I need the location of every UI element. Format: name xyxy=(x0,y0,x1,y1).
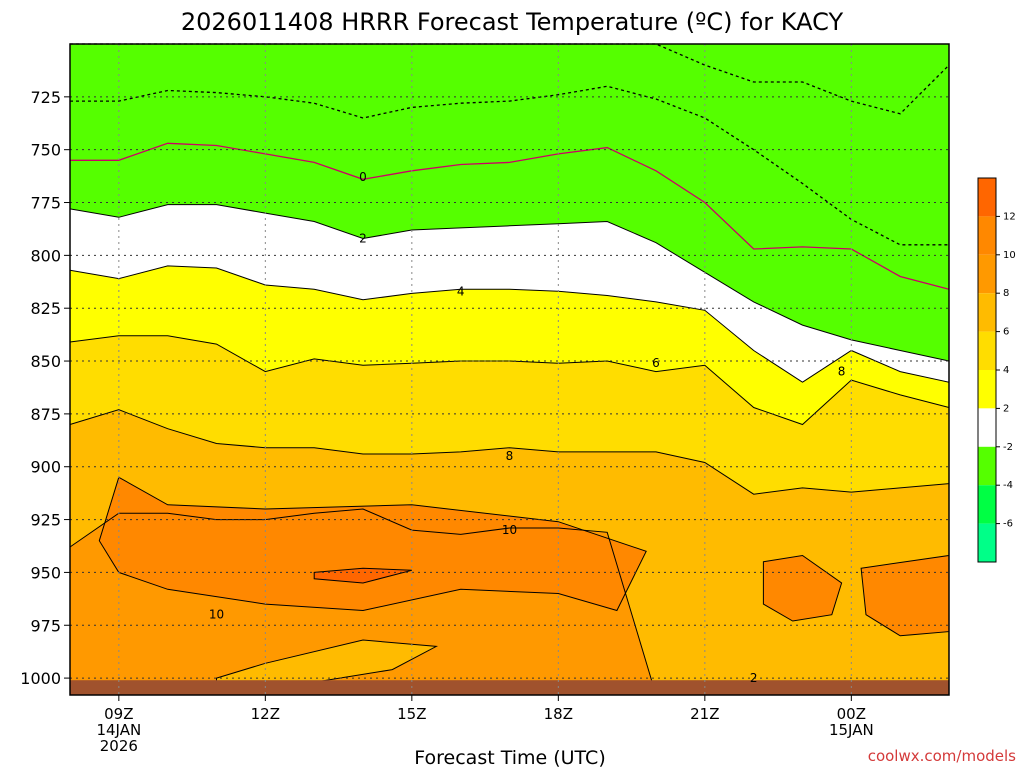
colorbar-label: 4 xyxy=(1003,365,1009,376)
y-tick-label: 875 xyxy=(30,405,61,424)
contour-label: 10 xyxy=(209,608,224,622)
contour-label: 2 xyxy=(359,231,367,245)
plot-frame xyxy=(69,43,950,696)
y-tick-label: 850 xyxy=(30,352,61,371)
colorbar-label: 2 xyxy=(1003,403,1009,414)
ground-rect xyxy=(70,680,949,695)
colorbar-swatch xyxy=(978,293,996,332)
contour-line--4 xyxy=(70,85,949,246)
colorbar-swatch xyxy=(978,408,996,447)
x-tick-label: 18Z xyxy=(544,705,573,723)
y-tick-label: 725 xyxy=(30,88,61,107)
colorbar: 12 10 8 6 4 2 -2 -4 -6 xyxy=(977,177,1016,563)
colorbar-label: -2 xyxy=(1003,442,1013,453)
colorbar-swatch xyxy=(978,485,996,524)
colorbar-label: 10 xyxy=(1003,250,1016,261)
colorbar-swatch xyxy=(978,331,996,370)
y-tick-label: 925 xyxy=(30,511,61,530)
y-tick-label: 950 xyxy=(30,563,61,582)
colorbar-label: 8 xyxy=(1003,288,1009,299)
colorbar-swatch xyxy=(978,523,996,562)
contour-labels: 0 2 4 6 8 10 10 2 8 xyxy=(209,170,846,685)
contour-label: 4 xyxy=(457,284,465,298)
x-tick-label: 21Z xyxy=(690,705,719,723)
y-tick-label: 825 xyxy=(30,299,61,318)
colorbar-swatch xyxy=(978,446,996,486)
x-axis-label: Forecast Time (UTC) xyxy=(414,747,605,768)
x-tick-sublabel: 15JAN xyxy=(829,721,874,739)
contour-lines xyxy=(69,43,950,696)
colorbar-swatch xyxy=(978,254,996,294)
y-tick-label: 800 xyxy=(30,246,61,265)
band-warm-10 xyxy=(98,476,647,612)
colorbar-label: 12 xyxy=(1003,211,1016,222)
x-tick-label: 09Z xyxy=(104,705,133,723)
x-tick-sublabel: 14JAN xyxy=(96,721,141,739)
y-tick-label: 750 xyxy=(30,141,61,160)
credit-text: coolwx.com/models xyxy=(868,747,1016,765)
grid-lines xyxy=(70,44,949,695)
y-tick-label: 975 xyxy=(30,616,61,635)
contour-label: 2 xyxy=(750,671,758,685)
contour-line--2 xyxy=(69,204,950,362)
y-tick-label: 1000 xyxy=(20,669,61,688)
y-tick-label: 775 xyxy=(30,194,61,213)
y-tick-label: 900 xyxy=(30,458,61,477)
colorbar-swatch xyxy=(978,216,996,255)
x-tick-label: 00Z xyxy=(837,705,866,723)
contour-line-0 xyxy=(70,142,950,290)
contour-line-6 xyxy=(69,409,950,495)
colorbar-label: 6 xyxy=(1003,327,1009,338)
contour-label: 8 xyxy=(506,449,514,463)
ground-strip xyxy=(70,680,949,695)
x-tick-sublabel: 2026 xyxy=(100,737,138,755)
x-tick-label: 15Z xyxy=(397,705,426,723)
contour-label: 8 xyxy=(838,365,846,379)
band-hot-12 xyxy=(313,567,412,584)
chart-title: 2026011408 HRRR Forecast Temperature (ºC… xyxy=(181,8,844,36)
contour-label: 0 xyxy=(359,170,367,184)
contour-line-2 xyxy=(69,265,950,383)
x-tick-label: 12Z xyxy=(251,705,280,723)
band-warm-blob-b xyxy=(860,554,950,637)
contour-label: 6 xyxy=(652,356,660,370)
colorbar-label: -6 xyxy=(1003,519,1013,530)
colorbar-swatch xyxy=(978,178,996,217)
colorbar-label: -4 xyxy=(1003,480,1013,491)
y-axis-ticks: 725 750 775 800 825 850 875 900 925 950 975 1000 xyxy=(20,88,70,688)
band-warm-blob-a xyxy=(762,554,843,622)
temperature-bands xyxy=(70,86,950,696)
contour-label: 10 xyxy=(502,523,517,537)
colorbar-swatch xyxy=(978,370,996,409)
